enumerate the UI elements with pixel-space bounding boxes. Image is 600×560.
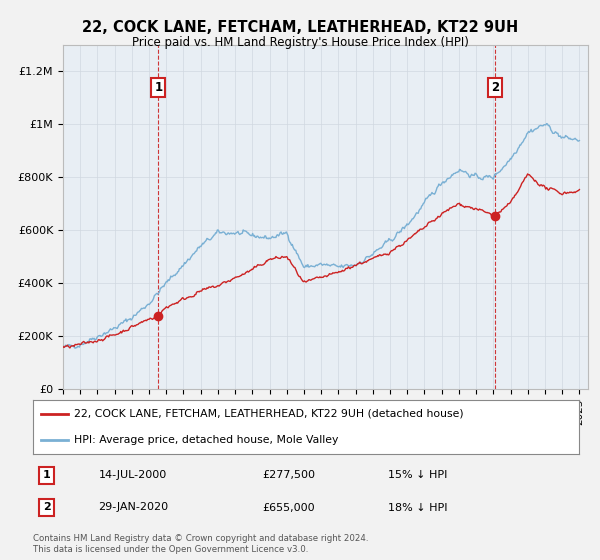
Text: Price paid vs. HM Land Registry's House Price Index (HPI): Price paid vs. HM Land Registry's House … bbox=[131, 36, 469, 49]
Text: 29-JAN-2020: 29-JAN-2020 bbox=[98, 502, 169, 512]
Text: Contains HM Land Registry data © Crown copyright and database right 2024.: Contains HM Land Registry data © Crown c… bbox=[33, 534, 368, 543]
Text: 22, COCK LANE, FETCHAM, LEATHERHEAD, KT22 9UH: 22, COCK LANE, FETCHAM, LEATHERHEAD, KT2… bbox=[82, 20, 518, 35]
Text: 22, COCK LANE, FETCHAM, LEATHERHEAD, KT22 9UH (detached house): 22, COCK LANE, FETCHAM, LEATHERHEAD, KT2… bbox=[74, 409, 464, 419]
Text: 2: 2 bbox=[43, 502, 50, 512]
Text: 14-JUL-2000: 14-JUL-2000 bbox=[98, 470, 167, 480]
Text: 2: 2 bbox=[491, 81, 499, 94]
Text: £277,500: £277,500 bbox=[262, 470, 316, 480]
Text: £655,000: £655,000 bbox=[262, 502, 315, 512]
Text: 18% ↓ HPI: 18% ↓ HPI bbox=[388, 502, 448, 512]
Text: This data is licensed under the Open Government Licence v3.0.: This data is licensed under the Open Gov… bbox=[33, 545, 308, 554]
Text: 15% ↓ HPI: 15% ↓ HPI bbox=[388, 470, 447, 480]
Text: 1: 1 bbox=[43, 470, 50, 480]
Text: HPI: Average price, detached house, Mole Valley: HPI: Average price, detached house, Mole… bbox=[74, 435, 338, 445]
Text: 1: 1 bbox=[154, 81, 163, 94]
